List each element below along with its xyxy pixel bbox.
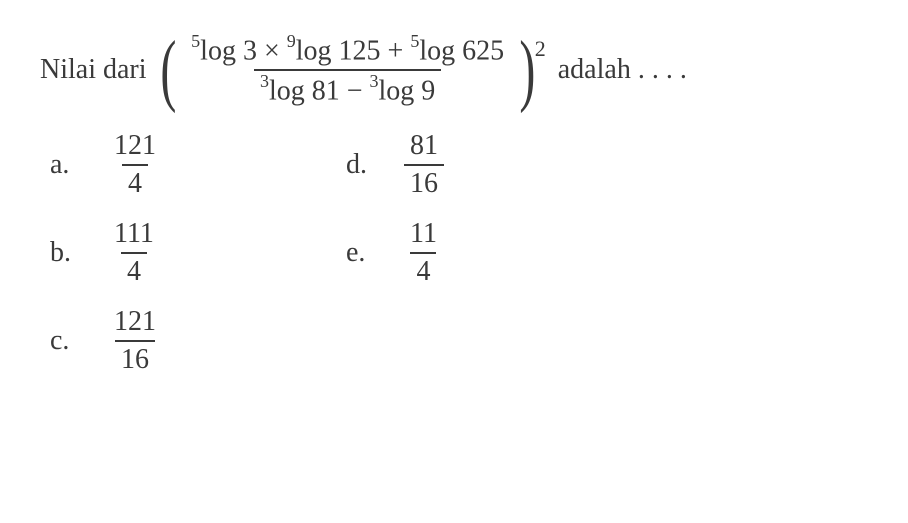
log-base: 3 <box>370 71 379 91</box>
fraction-denominator: 16 <box>404 164 444 200</box>
fraction-denominator: 4 <box>121 252 147 288</box>
log-base: 9 <box>287 31 296 51</box>
option-d: d. 81 16 <box>346 130 448 200</box>
log-term: log 125 <box>296 35 381 66</box>
fraction-numerator: 121 <box>108 130 162 164</box>
option-c: c. 121 16 <box>50 306 166 376</box>
tail-text: adalah . . . . <box>558 54 687 86</box>
options-col-left: a. 121 4 b. 111 4 c. 121 16 <box>50 130 166 376</box>
fraction-numerator: 121 <box>108 306 162 340</box>
option-a: a. 121 4 <box>50 130 166 200</box>
right-paren: ) <box>519 30 535 110</box>
log-term: log 81 <box>269 75 340 106</box>
times-symbol: × <box>264 35 280 66</box>
option-label: c. <box>50 325 80 357</box>
left-paren: ( <box>160 30 176 110</box>
fraction-denominator: 4 <box>410 252 436 288</box>
log-base: 5 <box>191 31 200 51</box>
option-fraction: 111 4 <box>108 218 160 288</box>
log-term: log 9 <box>379 75 436 106</box>
option-label: a. <box>50 149 80 181</box>
options-container: a. 121 4 b. 111 4 c. 121 16 d. 81 <box>50 130 868 376</box>
fraction-denominator: 16 <box>115 340 155 376</box>
log-term: log 3 <box>200 35 257 66</box>
fraction-denominator: 4 <box>122 164 148 200</box>
denominator: 3log 81 − 3log 9 <box>254 69 441 107</box>
option-b: b. 111 4 <box>50 218 166 288</box>
fraction-numerator: 111 <box>108 218 160 252</box>
log-base: 5 <box>410 31 419 51</box>
question-line: Nilai dari ( 5log 3 × 9log 125 + 5log 62… <box>40 30 868 110</box>
plus-symbol: + <box>388 35 404 66</box>
lead-text: Nilai dari <box>40 54 147 86</box>
numerator: 5log 3 × 9log 125 + 5log 625 <box>185 33 510 69</box>
option-e: e. 11 4 <box>346 218 448 288</box>
fraction-numerator: 11 <box>404 218 443 252</box>
option-fraction: 81 16 <box>404 130 444 200</box>
log-base: 3 <box>260 71 269 91</box>
main-fraction: 5log 3 × 9log 125 + 5log 625 3log 81 − 3… <box>185 33 510 108</box>
power: 2 <box>535 36 546 62</box>
option-fraction: 121 4 <box>108 130 162 200</box>
option-label: b. <box>50 237 80 269</box>
option-label: d. <box>346 149 376 181</box>
options-col-right: d. 81 16 e. 11 4 <box>346 130 448 376</box>
log-term: log 625 <box>419 35 504 66</box>
minus-symbol: − <box>347 75 363 106</box>
option-label: e. <box>346 237 376 269</box>
option-fraction: 121 16 <box>108 306 162 376</box>
fraction-numerator: 81 <box>404 130 444 164</box>
option-fraction: 11 4 <box>404 218 443 288</box>
